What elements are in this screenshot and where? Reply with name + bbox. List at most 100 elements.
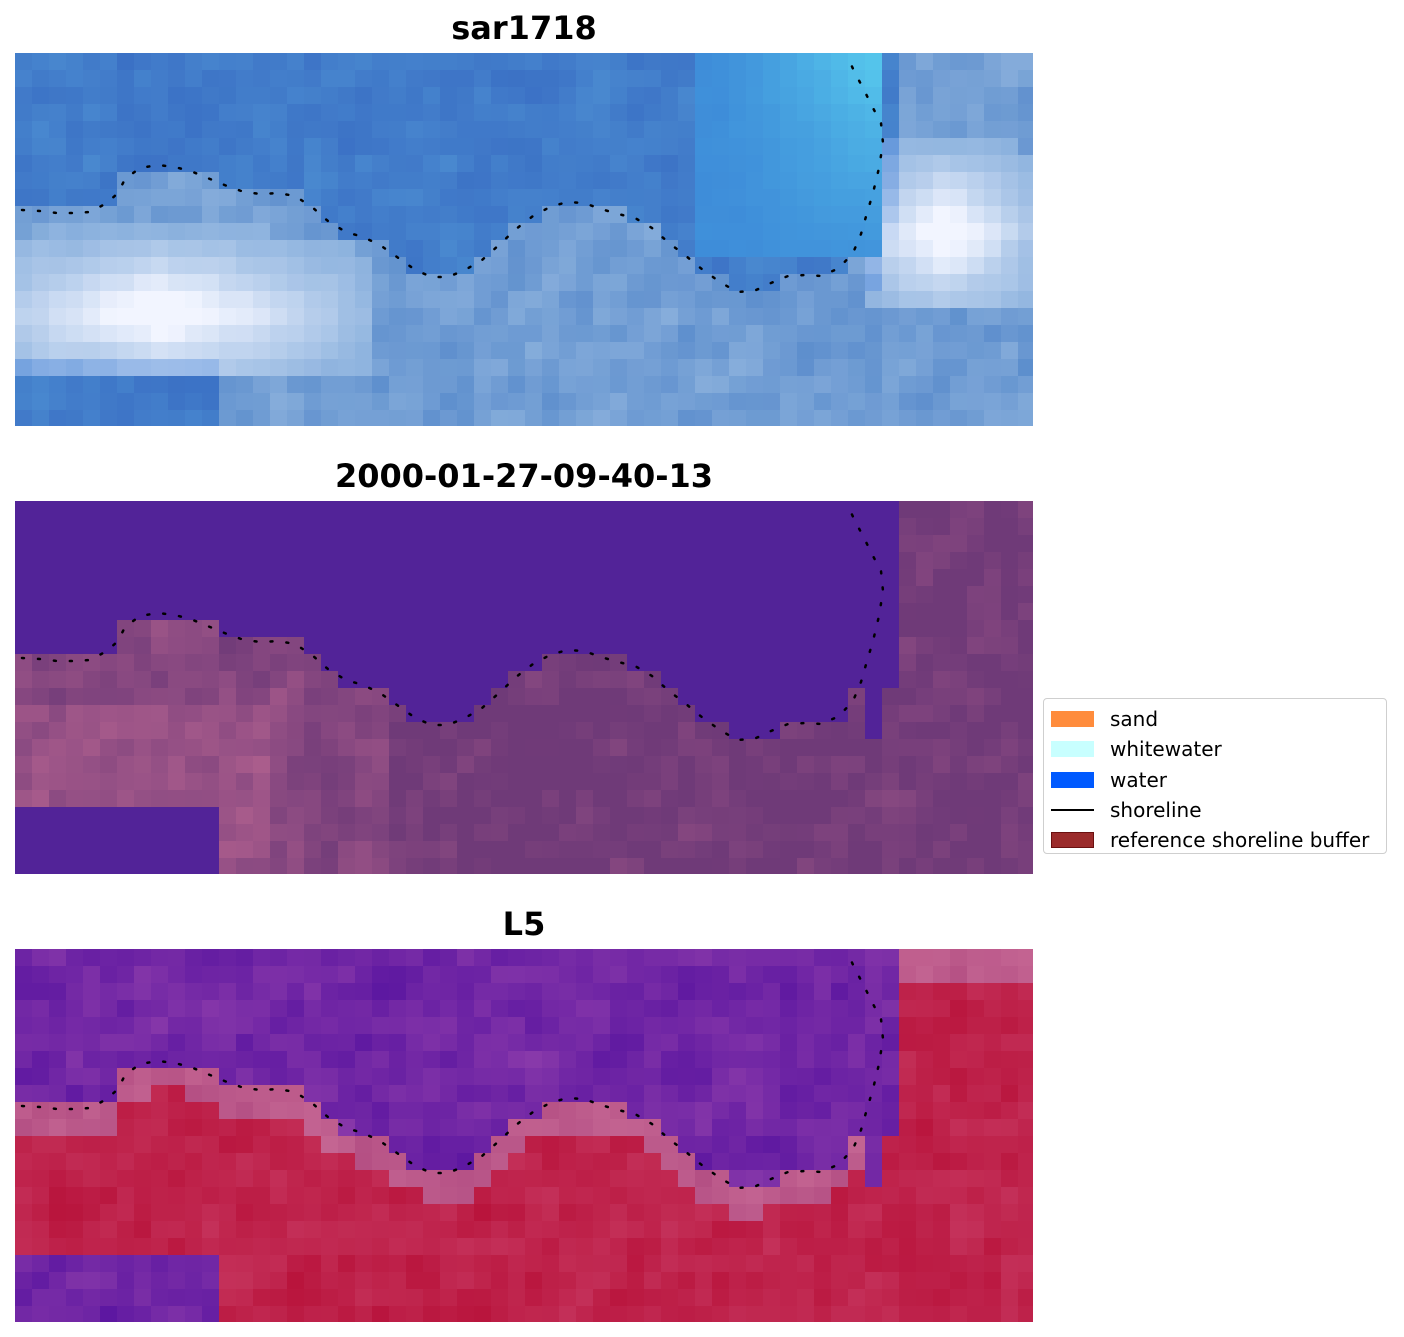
raster-pixel [712,1000,730,1018]
raster-pixel [678,671,696,689]
raster-pixel [729,172,747,190]
legend-label-reference-shoreline-buffer: reference shoreline buffer [1110,828,1370,853]
raster-pixel [185,654,203,672]
raster-pixel [559,1068,577,1086]
raster-pixel [117,393,135,411]
raster-pixel [117,966,135,984]
raster-pixel [49,1017,67,1035]
raster-pixel [1018,773,1033,791]
raster-pixel [984,1051,1002,1069]
raster-pixel [66,325,84,343]
raster-pixel [338,603,356,621]
raster-pixel [610,1238,628,1256]
raster-pixel [729,501,747,519]
raster-pixel [984,1238,1002,1256]
raster-pixel [389,858,407,874]
raster-pixel [780,70,798,88]
raster-pixel [967,1000,985,1018]
raster-pixel [644,654,662,672]
raster-pixel [933,739,951,757]
raster-pixel [185,603,203,621]
raster-pixel [134,654,152,672]
raster-pixel [287,325,305,343]
raster-pixel [525,223,543,241]
raster-pixel [134,518,152,536]
raster-pixel [780,1102,798,1120]
raster-pixel [253,1102,271,1120]
raster-pixel [236,1255,254,1273]
raster-pixel [253,790,271,808]
raster-pixel [559,705,577,723]
raster-pixel [304,410,322,426]
raster-pixel [899,121,917,139]
raster-pixel [219,586,237,604]
raster-pixel [491,1272,509,1290]
raster-pixel [457,121,475,139]
raster-pixel [661,841,679,859]
raster-pixel [100,1272,118,1290]
raster-pixel [661,688,679,706]
raster-pixel [831,121,849,139]
raster-pixel [253,53,271,71]
raster-pixel [236,535,254,553]
raster-pixel [270,376,288,394]
raster-pixel [100,739,118,757]
raster-pixel [967,1221,985,1239]
raster-pixel [457,637,475,655]
raster-pixel [559,1153,577,1171]
raster-pixel [967,807,985,825]
raster-pixel [542,983,560,1001]
raster-pixel [695,824,713,842]
raster-pixel [882,858,900,874]
raster-pixel [321,586,339,604]
raster-pixel [712,1136,730,1154]
raster-pixel [1001,552,1019,570]
raster-pixel [882,291,900,309]
raster-pixel [151,1170,169,1188]
raster-pixel [610,1000,628,1018]
raster-pixel [168,87,186,105]
raster-pixel [440,1136,458,1154]
raster-pixel [678,841,696,859]
raster-pixel [610,756,628,774]
raster-pixel [678,518,696,536]
raster-pixel [338,858,356,874]
raster-pixel [304,1000,322,1018]
raster-pixel [236,722,254,740]
raster-pixel [202,1272,220,1290]
raster-pixel [610,410,628,426]
raster-pixel [406,586,424,604]
raster-pixel [389,1136,407,1154]
raster-pixel [457,739,475,757]
raster-pixel [865,1306,883,1322]
raster-pixel [202,705,220,723]
raster-pixel [678,858,696,874]
raster-pixel [610,1017,628,1035]
raster-pixel [372,824,390,842]
raster-pixel [389,654,407,672]
raster-pixel [219,1221,237,1239]
raster-pixel [627,257,645,275]
raster-pixel [729,569,747,587]
raster-pixel [491,1153,509,1171]
raster-pixel [508,620,526,638]
raster-pixel [287,1153,305,1171]
raster-pixel [559,274,577,292]
raster-pixel [117,1000,135,1018]
raster-pixel [287,535,305,553]
raster-pixel [814,1187,832,1205]
raster-pixel [746,1034,764,1052]
raster-pixel [678,1085,696,1103]
raster-pixel [15,410,33,426]
raster-pixel [882,1221,900,1239]
raster-pixel [967,240,985,258]
raster-pixel [678,308,696,326]
raster-pixel [814,1204,832,1222]
raster-pixel [593,603,611,621]
raster-pixel [559,70,577,88]
raster-pixel [797,70,815,88]
raster-pixel [780,841,798,859]
raster-pixel [882,501,900,519]
raster-pixel [576,1272,594,1290]
raster-pixel [270,807,288,825]
